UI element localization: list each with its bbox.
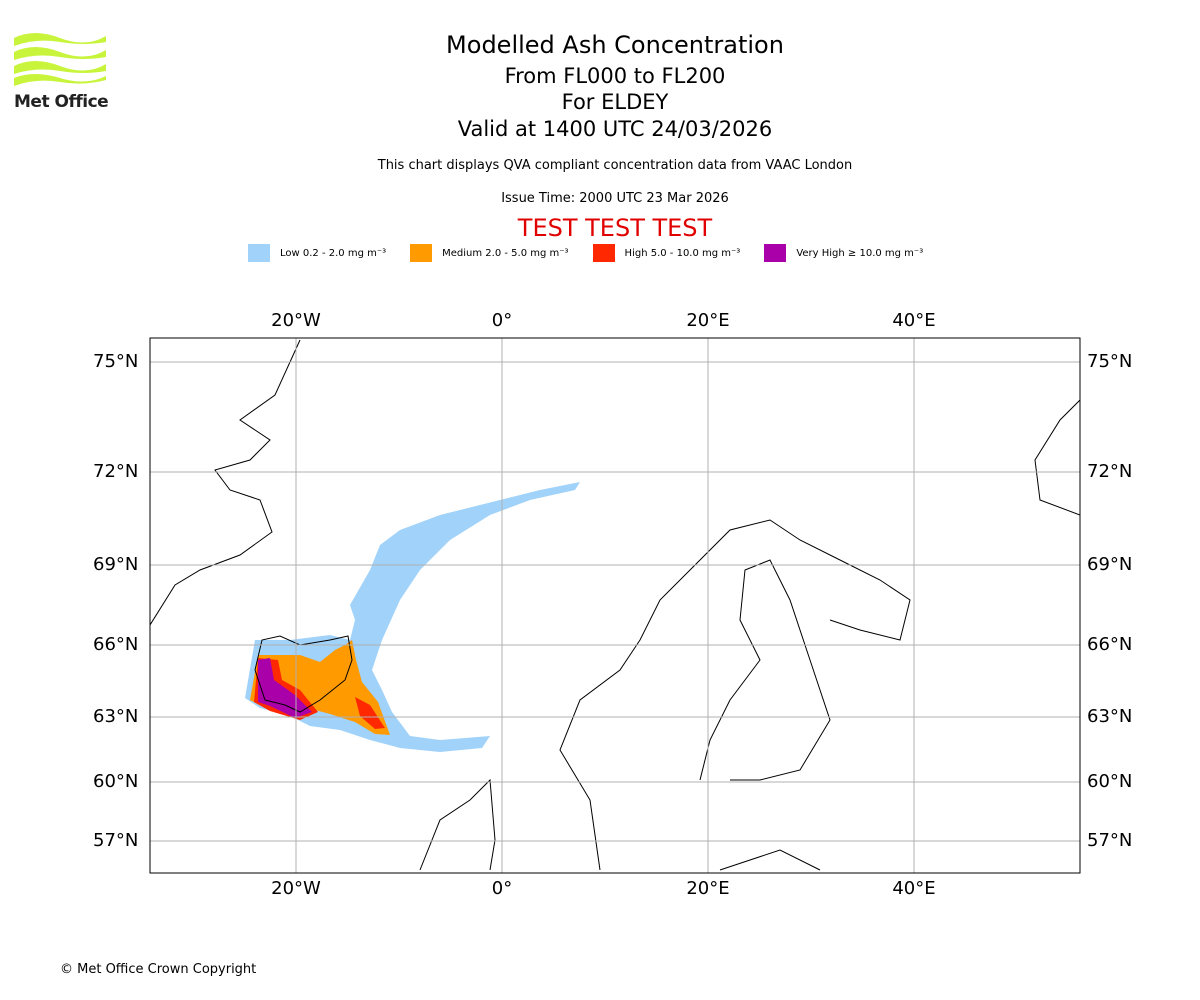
lon-label: 40°E bbox=[892, 878, 936, 899]
gridlines bbox=[150, 338, 1080, 873]
met-office-logo-icon bbox=[14, 33, 106, 86]
lon-label: 40°E bbox=[892, 310, 936, 331]
legend-label: Low 0.2 - 2.0 mg m⁻³ bbox=[280, 247, 387, 259]
lat-label: 72°N bbox=[1087, 461, 1133, 482]
lon-label: 0° bbox=[491, 878, 513, 899]
ash-very-high bbox=[258, 658, 312, 718]
lon-label: 20°W bbox=[271, 878, 321, 899]
lat-label: 66°N bbox=[1087, 634, 1133, 655]
lat-label: 60°N bbox=[1087, 771, 1133, 792]
legend-medium: Medium 2.0 - 5.0 mg m⁻³ bbox=[410, 244, 569, 262]
legend-label: Very High ≥ 10.0 mg m⁻³ bbox=[796, 247, 924, 259]
legend-high: High 5.0 - 10.0 mg m⁻³ bbox=[592, 244, 741, 262]
lat-label: 63°N bbox=[1087, 706, 1133, 727]
lat-label: 75°N bbox=[1087, 351, 1133, 372]
flight-levels: From FL000 to FL200 bbox=[504, 64, 726, 88]
legend: Low 0.2 - 2.0 mg m⁻³ Medium 2.0 - 5.0 mg… bbox=[248, 244, 947, 262]
lat-label: 66°N bbox=[93, 634, 139, 655]
lat-label: 57°N bbox=[1087, 830, 1133, 851]
lat-label: 63°N bbox=[93, 706, 139, 727]
test-banner: TEST TEST TEST bbox=[517, 214, 713, 242]
lon-label: 20°E bbox=[686, 878, 730, 899]
legend-swatch bbox=[410, 244, 433, 262]
valid-time: Valid at 1400 UTC 24/03/2026 bbox=[457, 117, 773, 141]
lon-label: 20°E bbox=[686, 310, 730, 331]
lat-label: 57°N bbox=[93, 830, 139, 851]
lat-label: 69°N bbox=[1087, 554, 1133, 575]
legend-very-high: Very High ≥ 10.0 mg m⁻³ bbox=[764, 244, 923, 262]
coastlines bbox=[150, 339, 1080, 871]
qva-note: This chart displays QVA compliant concen… bbox=[377, 158, 853, 173]
legend-swatch bbox=[764, 244, 787, 262]
lat-label: 69°N bbox=[93, 554, 139, 575]
legend-swatch bbox=[248, 244, 270, 262]
ash-medium bbox=[250, 640, 390, 735]
issue-time: Issue Time: 2000 UTC 23 Mar 2026 bbox=[501, 191, 729, 206]
legend-swatch bbox=[592, 244, 615, 262]
map-frame bbox=[149, 337, 1081, 874]
logo-text: Met Office bbox=[14, 92, 109, 112]
lon-label: 0° bbox=[491, 310, 513, 331]
lat-label: 60°N bbox=[93, 771, 139, 792]
legend-label: High 5.0 - 10.0 mg m⁻³ bbox=[624, 247, 741, 259]
chart-title: Modelled Ash Concentration bbox=[446, 31, 784, 59]
legend-low: Low 0.2 - 2.0 mg m⁻³ bbox=[248, 244, 386, 262]
legend-label: Medium 2.0 - 5.0 mg m⁻³ bbox=[442, 247, 569, 259]
lat-label: 72°N bbox=[93, 461, 139, 482]
lat-label: 75°N bbox=[93, 351, 139, 372]
copyright: © Met Office Crown Copyright bbox=[60, 962, 257, 977]
lon-label: 20°W bbox=[271, 310, 321, 331]
volcano-name: For ELDEY bbox=[561, 90, 669, 114]
